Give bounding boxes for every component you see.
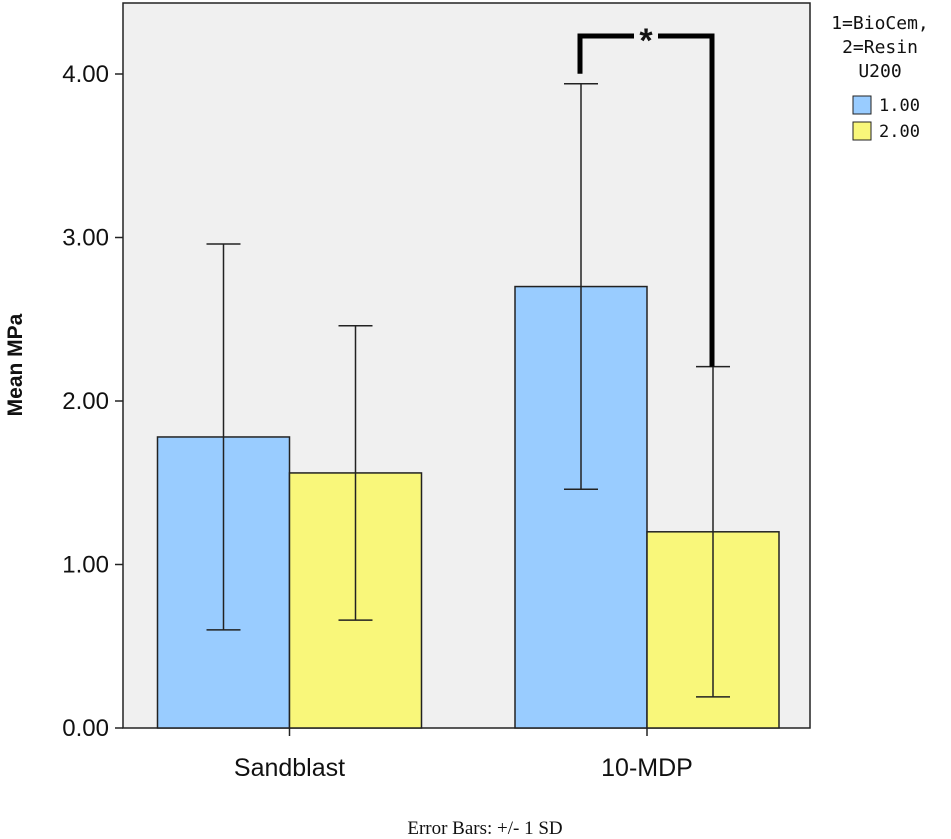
legend-title-line-1: 1=BioCem,: [831, 13, 929, 34]
x-tick-label: 10-MDP: [601, 754, 693, 782]
y-tick-label: 3.00: [62, 225, 109, 252]
error-bars-layer: [206, 83, 730, 698]
y-tick-label: 4.00: [62, 61, 109, 88]
y-tick-label: 2.00: [62, 388, 109, 415]
legend-swatch-series-2: [852, 121, 872, 141]
x-axis: Sandblast 10-MDP: [234, 728, 693, 782]
y-tick-label: 0.00: [62, 715, 109, 742]
error-bars-footnote: Error Bars: +/- 1 SD: [407, 818, 562, 839]
legend-title-line-3: U200: [858, 61, 901, 82]
y-tick-label: 1.00: [62, 552, 109, 579]
legend: 1=BioCem, 2=Resin U200 1.00 2.00: [831, 13, 929, 142]
legend-swatch-series-1: [852, 95, 872, 115]
y-axis: 0.00 1.00 2.00 3.00 4.00: [62, 61, 123, 742]
x-tick-label: Sandblast: [234, 754, 345, 782]
legend-label-series-2: 2.00: [879, 122, 920, 142]
significance-bracket: *: [577, 22, 715, 367]
legend-label-series-1: 1.00: [879, 96, 920, 116]
legend-title-line-2: 2=Resin: [842, 37, 918, 58]
y-axis-title: Mean MPa: [4, 313, 27, 416]
significance-star: *: [639, 22, 653, 60]
significance-star-backdrop: [634, 30, 658, 42]
